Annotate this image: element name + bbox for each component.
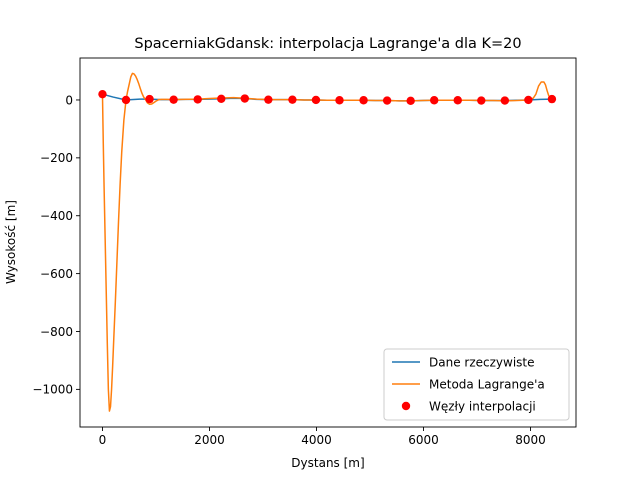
interpolation-node — [477, 96, 486, 105]
interpolation-node — [288, 95, 297, 104]
interpolation-node — [382, 96, 392, 105]
interpolation-node — [193, 95, 202, 104]
y-tick-label: −600 — [40, 267, 73, 281]
x-axis-title: Dystans [m] — [291, 456, 364, 470]
plot-area — [98, 72, 557, 412]
legend-label: Dane rzeczywiste — [429, 355, 535, 369]
interpolation-node — [500, 96, 510, 105]
x-tick-label: 8000 — [515, 433, 546, 447]
interpolation-node — [217, 94, 226, 104]
legend-label: Metoda Lagrange'a — [429, 377, 545, 391]
interpolation-node — [335, 96, 344, 105]
y-axis-title: Wysokość [m] — [4, 200, 18, 284]
interpolation-node — [524, 95, 533, 105]
interpolation-node — [453, 96, 462, 105]
legend-marker — [401, 401, 411, 411]
legend-label: Węzły interpolacji — [429, 399, 536, 413]
interpolation-node — [547, 94, 557, 104]
legend: Dane rzeczywiste Metoda Lagrange'a Węzły i… — [383, 348, 570, 421]
interpolation-node — [359, 96, 368, 105]
interpolation-node — [145, 94, 154, 104]
x-tick-label: 6000 — [408, 433, 439, 447]
points-layer — [98, 89, 557, 106]
x-tick-label: 2000 — [194, 433, 225, 447]
axes-frame — [79, 57, 577, 428]
axes: 0 2000 4000 6000 8000 0 −200 −400 −600 −800 −1000 — [32, 57, 577, 447]
interpolation-node — [264, 95, 273, 104]
x-tick-label: 4000 — [301, 433, 332, 447]
interpolation-node — [240, 94, 249, 103]
y-tick-label: 0 — [65, 93, 73, 107]
x-tick-label: 0 — [99, 433, 107, 447]
y-tick-label: −1000 — [32, 383, 73, 397]
chart-title: SpacerniakGdansk: interpolacja Lagrange'… — [134, 36, 521, 52]
interpolation-node — [406, 96, 415, 106]
interpolation-node — [169, 95, 178, 104]
legend-box — [383, 348, 570, 421]
y-tick-label: −800 — [40, 325, 73, 339]
interpolation-node — [430, 96, 439, 105]
interpolation-node — [311, 95, 321, 105]
interpolation-node — [121, 95, 131, 105]
interpolation-node — [98, 89, 107, 99]
y-tick-label: −400 — [40, 209, 73, 223]
y-tick-label: −200 — [40, 151, 73, 165]
